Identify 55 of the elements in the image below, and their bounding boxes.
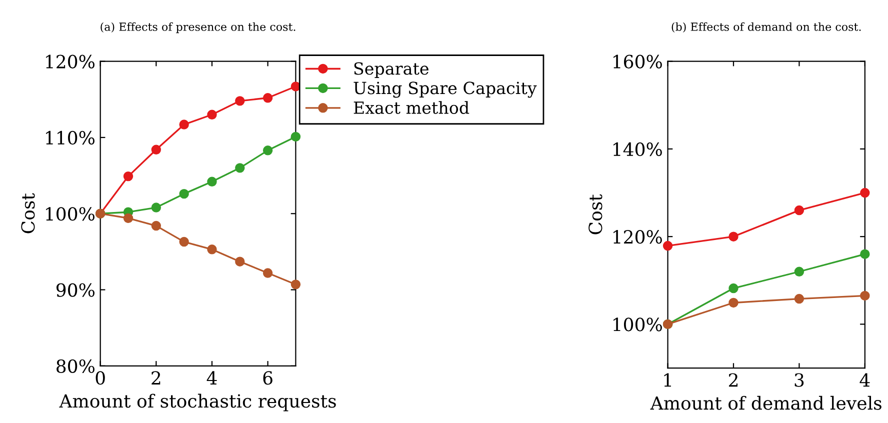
- legend-label: Separate: [354, 62, 428, 78]
- x-tick-label: 0: [96, 371, 105, 385]
- y-tick-label: 100%: [46, 207, 94, 221]
- point: [179, 236, 189, 247]
- point: [235, 163, 245, 173]
- point: [794, 266, 804, 276]
- point: [207, 176, 217, 186]
- y-axis-title: Cost: [588, 194, 602, 234]
- x-tick-label: 4: [206, 371, 217, 384]
- x-tick-label: 4: [860, 373, 870, 387]
- point: [179, 188, 189, 199]
- point: [262, 93, 273, 103]
- point: [235, 256, 245, 266]
- point: [728, 283, 738, 294]
- x-axis-title: Amount of demand levels: [650, 396, 882, 410]
- y-tick-label: 120%: [46, 54, 94, 68]
- point: [728, 232, 738, 242]
- y-tick-label: 110%: [46, 130, 94, 145]
- point: [151, 220, 162, 231]
- y-tick-label: 160%: [614, 54, 662, 68]
- point: [262, 268, 273, 278]
- point: [123, 213, 134, 224]
- point: [860, 188, 870, 198]
- x-tick-label: 2: [728, 373, 738, 387]
- point: [207, 244, 217, 254]
- y-axis-title: Cost: [21, 193, 35, 234]
- y-tick-label: 140%: [614, 142, 662, 156]
- chart-title: (a) Effects of presence on the cost.: [100, 22, 296, 34]
- y-tick-label: 100%: [614, 318, 662, 332]
- point: [794, 294, 804, 304]
- legend-label: Using Spare Capacity: [354, 82, 537, 98]
- point: [235, 96, 245, 106]
- point: [262, 146, 273, 156]
- x-axis-title: Amount of stochastic requests: [59, 394, 336, 412]
- x-tick-label: 1: [664, 373, 671, 387]
- x-tick-label: 6: [263, 371, 272, 385]
- y-tick-label: 80%: [56, 359, 94, 374]
- point: [290, 280, 301, 290]
- legend-label: Exact method: [354, 101, 470, 114]
- point: [290, 132, 301, 142]
- point: [123, 171, 134, 182]
- x-tick-label: 3: [794, 373, 804, 387]
- point: [207, 110, 217, 120]
- point: [662, 240, 673, 251]
- point: [179, 120, 189, 130]
- point: [728, 298, 738, 308]
- point: [151, 144, 162, 155]
- point: [860, 249, 870, 259]
- point: [860, 290, 870, 301]
- y-tick-label: 120%: [614, 230, 662, 244]
- x-tick-label: 2: [152, 371, 160, 384]
- y-tick-label: 90%: [56, 283, 94, 297]
- point: [794, 205, 804, 216]
- chart-title: (b) Effects of demand on the cost.: [672, 22, 861, 33]
- point: [151, 202, 162, 212]
